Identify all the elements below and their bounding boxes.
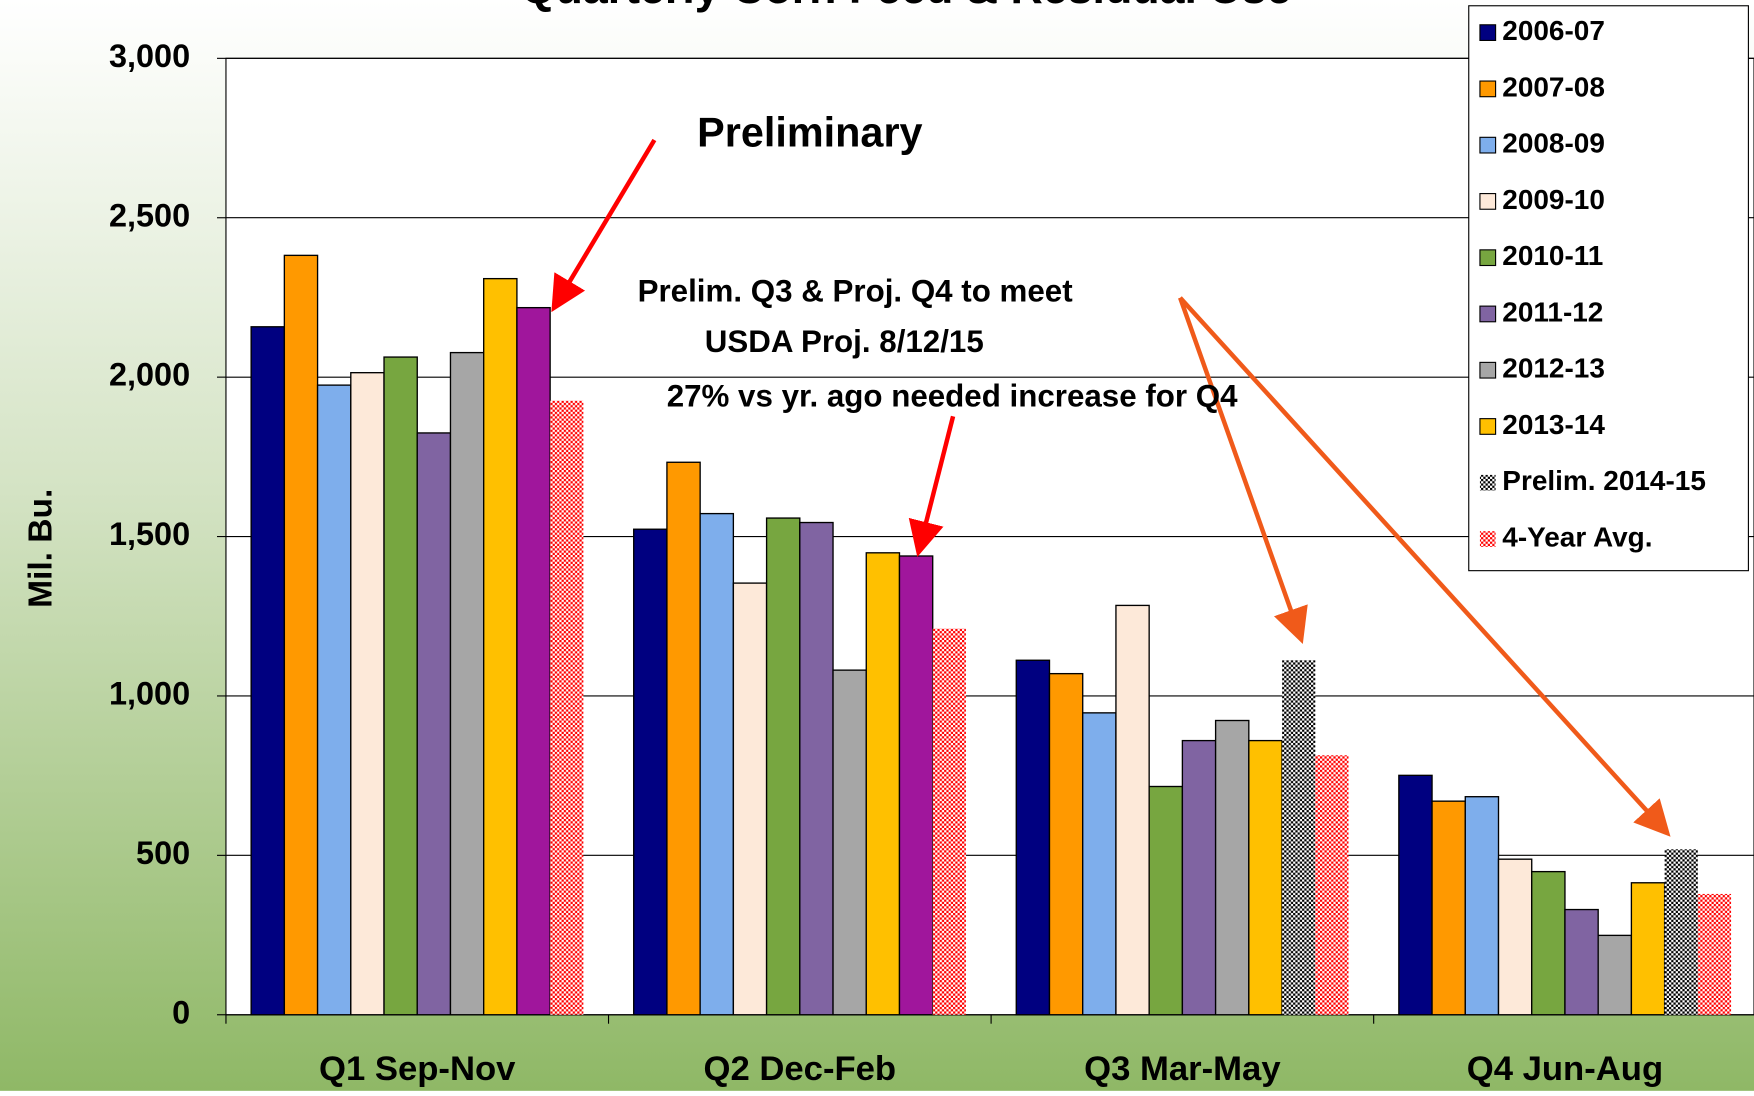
y-tick-label: 2,000	[109, 357, 190, 393]
arrow	[908, 415, 956, 557]
y-tick-label: 0	[172, 994, 190, 1030]
y-tick-label: 2,500	[109, 197, 190, 233]
bar	[1464, 796, 1500, 1016]
bar	[1282, 660, 1316, 1015]
legend-label: 4-Year Avg.	[1502, 521, 1652, 552]
x-tick-label: Q4 Jun-Aug	[1467, 1050, 1663, 1088]
legend-label: 2013-14	[1502, 409, 1605, 440]
bar	[1181, 739, 1217, 1016]
bar	[350, 372, 385, 1016]
legend-label: 2009-10	[1502, 184, 1605, 215]
bar	[1214, 719, 1250, 1016]
legend-box	[1468, 5, 1749, 572]
bar	[932, 628, 966, 1015]
bar	[316, 384, 352, 1016]
bar	[483, 277, 518, 1016]
bar	[1398, 774, 1433, 1016]
y-axis-label: Mil. Bu.	[22, 489, 59, 608]
x-tick-label: Q2 Dec-Feb	[704, 1050, 897, 1088]
bar	[516, 306, 551, 1016]
annotation: Preliminary	[697, 109, 922, 155]
arrow	[551, 138, 657, 313]
legend-label: 2011-12	[1502, 296, 1603, 327]
legend-label: 2010-11	[1502, 240, 1603, 271]
bar	[1564, 908, 1599, 1016]
bar	[799, 521, 834, 1016]
legend-label: 2007-08	[1502, 71, 1605, 102]
annotation: USDA Proj. 8/12/15	[705, 324, 984, 359]
bar	[1697, 893, 1732, 1015]
bar	[1148, 785, 1184, 1016]
legend-label: 2006-07	[1502, 15, 1605, 46]
bar	[1597, 934, 1633, 1016]
bar	[1630, 882, 1666, 1016]
legend-label: Prelim. 2014-15	[1502, 465, 1706, 496]
bar	[699, 512, 735, 1016]
bar	[250, 326, 286, 1016]
legend-swatch	[1479, 249, 1497, 267]
bar	[1497, 858, 1533, 1016]
y-tick-label: 1,500	[109, 516, 190, 552]
bar	[832, 669, 867, 1016]
bar	[283, 254, 319, 1016]
bar	[383, 356, 418, 1016]
y-tick-label: 500	[136, 835, 190, 871]
x-tick-label: Q1 Sep-Nov	[319, 1050, 516, 1088]
arrow	[1178, 296, 1308, 644]
chart-title: Quarterly Corn Feed & Residual Use	[521, 0, 1292, 13]
annotation: Prelim. Q3 & Proj. Q4 to meet	[638, 274, 1074, 309]
legend-swatch	[1479, 474, 1496, 491]
y-tick-label: 3,000	[109, 38, 190, 74]
bar	[1015, 659, 1051, 1016]
legend-swatch	[1479, 418, 1497, 435]
bar	[449, 351, 485, 1016]
legend-swatch	[1479, 361, 1497, 379]
x-tick-label: Q3 Mar-May	[1084, 1050, 1281, 1088]
legend-swatch	[1479, 136, 1497, 154]
legend-swatch	[1479, 193, 1497, 210]
bar	[1664, 849, 1698, 1015]
bar	[666, 461, 701, 1016]
legend-label: 2008-09	[1502, 128, 1605, 159]
legend-swatch	[1479, 24, 1497, 42]
bar	[1048, 672, 1084, 1016]
bar	[1431, 800, 1466, 1016]
annotation: 27% vs yr. ago needed increase for Q4	[667, 379, 1238, 414]
bar	[765, 517, 801, 1016]
bar	[633, 528, 668, 1016]
legend-swatch	[1479, 305, 1497, 323]
legend-swatch	[1479, 80, 1497, 98]
y-tick-label: 1,000	[109, 676, 190, 712]
bar	[898, 555, 934, 1016]
legend-swatch	[1479, 531, 1496, 547]
bar	[550, 400, 584, 1015]
bar	[1115, 604, 1150, 1016]
bar	[1248, 739, 1283, 1016]
arrow	[1178, 296, 1671, 837]
legend-label: 2012-13	[1502, 353, 1605, 384]
bar	[1315, 755, 1349, 1015]
bar	[865, 552, 901, 1016]
bar	[1531, 870, 1566, 1016]
bar	[1082, 712, 1117, 1016]
bar	[416, 432, 452, 1016]
bar	[732, 582, 768, 1016]
